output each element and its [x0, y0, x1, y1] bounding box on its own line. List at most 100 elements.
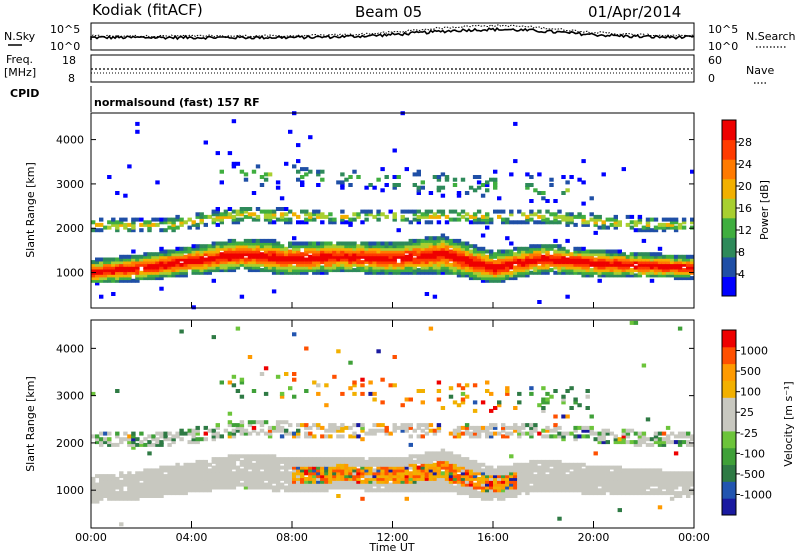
power-cell — [215, 254, 220, 259]
power-cell — [629, 260, 635, 265]
power-cell — [195, 270, 200, 275]
power-cell — [460, 257, 466, 262]
velocity-cell — [448, 386, 454, 391]
velocity-cell — [408, 471, 413, 476]
power-cell — [103, 260, 108, 265]
velocity-cell — [123, 491, 128, 496]
velocity-cell — [300, 482, 305, 487]
velocity-cell — [472, 459, 478, 464]
power-cell — [404, 254, 409, 259]
velocity-cell — [103, 476, 108, 481]
velocity-cell — [320, 485, 325, 490]
velocity-cell — [541, 474, 546, 479]
velocity-cell — [215, 474, 220, 479]
power-cell — [219, 220, 224, 225]
velocity-cell — [480, 496, 486, 501]
power-cell — [440, 246, 446, 251]
velocity-cell — [593, 476, 598, 481]
velocity-cell — [159, 471, 164, 476]
power-cell — [123, 254, 128, 259]
velocity-cell — [505, 425, 510, 430]
power-cell — [464, 249, 470, 254]
power-cell — [211, 254, 216, 259]
velocity-cell — [380, 479, 385, 484]
power-cell — [436, 252, 442, 257]
velocity-cell — [545, 474, 550, 479]
power-cell — [497, 254, 502, 259]
velocity-cell — [163, 479, 168, 484]
power-cell — [360, 244, 365, 249]
power-cell — [573, 222, 578, 227]
velocity-cell — [207, 479, 212, 484]
power-cell — [171, 254, 176, 259]
velocity-cell — [255, 459, 261, 464]
velocity-cell — [368, 431, 373, 436]
velocity-cell — [609, 465, 614, 470]
velocity-cell — [625, 434, 631, 439]
velocity-cell — [412, 459, 417, 464]
power-cell — [641, 228, 647, 233]
velocity-cell — [135, 474, 140, 479]
velocity-cell — [460, 474, 466, 479]
power-cell — [577, 212, 582, 217]
velocity-cell — [404, 465, 409, 470]
power-cell — [159, 265, 164, 270]
velocity-cell — [428, 468, 434, 473]
power-cell — [115, 270, 120, 275]
power-cell — [673, 260, 679, 265]
power-cell — [392, 212, 397, 217]
velocity-cell — [472, 494, 478, 498]
power-cbar-swatch — [722, 159, 736, 180]
power-cell — [155, 260, 160, 265]
power-cell — [364, 249, 369, 254]
velocity-cell — [380, 428, 385, 433]
velocity-cell — [585, 479, 590, 484]
power-cell — [489, 217, 494, 222]
power-cell — [625, 270, 631, 275]
power-cell — [123, 268, 128, 273]
velocity-cell — [464, 465, 470, 470]
velocity-cell — [585, 465, 590, 470]
power-cell — [673, 257, 679, 262]
power-cell — [521, 212, 526, 217]
power-cell — [681, 257, 687, 262]
velocity-cell — [521, 431, 526, 436]
velocity-cell — [263, 468, 269, 473]
power-cell — [219, 268, 224, 273]
power-cell — [493, 268, 498, 273]
power-cell — [300, 254, 305, 259]
power-cell — [581, 270, 586, 275]
velocity-cell — [179, 471, 184, 476]
velocity-cell — [436, 474, 442, 479]
velocity-cbar-label: 100 — [740, 386, 761, 399]
velocity-cell — [593, 471, 598, 476]
power-cell — [557, 220, 562, 225]
velocity-cell — [673, 471, 679, 476]
velocity-cell — [296, 474, 301, 479]
velocity-cell — [557, 471, 562, 476]
power-cell — [187, 217, 192, 222]
velocity-cell — [211, 434, 216, 439]
velocity-cell — [432, 457, 438, 462]
power-cell — [312, 212, 317, 217]
power-cell — [396, 268, 401, 273]
velocity-cell — [686, 494, 691, 498]
velocity-cell — [207, 474, 212, 479]
velocity-cell — [360, 423, 365, 428]
velocity-cell — [151, 434, 156, 439]
velocity-cell — [159, 485, 164, 490]
power-cell — [332, 244, 337, 249]
power-cell — [493, 185, 498, 190]
power-cell — [368, 257, 373, 262]
power-cell — [239, 249, 245, 254]
velocity-cell — [521, 479, 526, 484]
power-cell — [625, 265, 631, 270]
power-cell — [412, 217, 417, 222]
power-cell — [605, 249, 610, 254]
velocity-cell — [545, 468, 550, 473]
power-cell — [493, 260, 498, 265]
velocity-cell — [292, 332, 297, 337]
velocity-cell — [348, 482, 353, 487]
power-cell — [412, 270, 417, 275]
velocity-cell — [251, 485, 257, 490]
